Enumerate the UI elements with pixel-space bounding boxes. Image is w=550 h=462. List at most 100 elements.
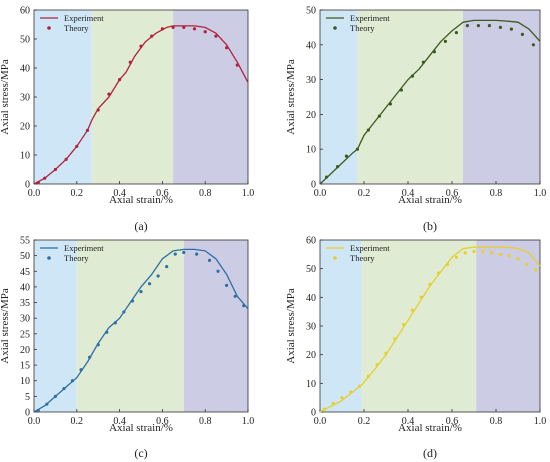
data-point-theory <box>182 250 186 255</box>
y-tick-label: 50 <box>306 6 316 17</box>
data-point-theory <box>75 144 79 148</box>
data-point-theory <box>64 157 68 161</box>
y-tick-label: 40 <box>20 64 30 75</box>
x-tick-label: 0.6 <box>156 188 169 199</box>
data-point-theory <box>344 154 348 158</box>
y-tick-label: 40 <box>306 293 316 304</box>
y-tick-label: 60 <box>20 6 30 17</box>
data-point-theory <box>498 25 502 29</box>
data-point-theory <box>107 92 111 96</box>
data-point-theory <box>507 254 511 258</box>
data-point-theory <box>118 78 122 82</box>
x-tick-label: 0.6 <box>446 416 459 427</box>
panel-label: (a) <box>134 219 147 233</box>
x-tick-label: 0.0 <box>314 416 327 427</box>
region-band <box>183 240 248 412</box>
x-tick-label: 0.2 <box>358 188 371 199</box>
data-point-theory <box>375 363 379 367</box>
data-point-theory <box>207 258 212 262</box>
data-point-theory <box>432 50 436 54</box>
data-point-theory <box>156 274 160 278</box>
y-tick-label: 0 <box>25 180 30 191</box>
x-tick-label: 0.4 <box>113 188 126 199</box>
x-tick-label: 1.0 <box>534 188 547 199</box>
series-line-experiment <box>33 25 249 185</box>
data-point-theory <box>454 31 458 35</box>
data-point-theory <box>96 343 100 347</box>
y-tick-label: 15 <box>20 361 30 372</box>
data-point-theory <box>79 368 83 372</box>
legend-label: Theory <box>64 253 89 263</box>
chart-panel: 0.0 0.2 0.4 0.6 0.8 1.0 0 5 10 15 20 25 30 35 40 45 50 55… <box>0 236 254 461</box>
data-point-theory <box>402 322 406 327</box>
data-point-theory <box>388 102 392 106</box>
x-tick-label: 1.0 <box>242 416 255 427</box>
x-tick-label: 0.2 <box>358 416 371 427</box>
data-point-theory <box>399 88 403 92</box>
region-band <box>476 240 540 412</box>
data-point-theory <box>214 34 218 38</box>
legend-label: Experiment <box>350 243 390 253</box>
x-axis-title: Axial strain/% <box>398 194 462 206</box>
y-tick-label: 20 <box>20 122 30 133</box>
data-point-theory <box>476 24 480 28</box>
y-tick-label: 50 <box>20 35 30 46</box>
data-point-theory <box>165 264 169 269</box>
y-tick-label: 30 <box>20 314 30 325</box>
y-tick-label: 30 <box>20 93 30 104</box>
data-point-theory <box>377 114 381 118</box>
y-tick-label: 50 <box>20 251 30 262</box>
data-point-theory <box>195 252 199 256</box>
data-point-theory <box>139 44 143 48</box>
x-axis-title: Axial strain/% <box>109 194 173 206</box>
region-band <box>361 240 477 412</box>
data-point-theory <box>53 394 58 398</box>
data-point-theory <box>130 299 135 303</box>
data-point-theory <box>173 252 177 256</box>
y-tick-label: 5 <box>25 392 30 403</box>
data-point-theory <box>96 108 100 112</box>
x-axis-title: Axial strain/% <box>109 422 173 434</box>
data-point-theory <box>340 396 344 400</box>
panel-label: (d) <box>423 446 437 460</box>
data-point-theory <box>322 407 326 411</box>
plot-frame <box>319 9 541 185</box>
x-tick-label: 0.6 <box>446 188 459 199</box>
data-point-theory <box>233 294 237 298</box>
data-point-theory <box>349 390 353 394</box>
y-tick-label: 0 <box>25 408 30 419</box>
x-tick-label: 0.4 <box>402 416 415 427</box>
data-point-theory <box>336 165 340 169</box>
region-band <box>91 10 174 184</box>
region-band <box>320 240 362 412</box>
legend-label: Theory <box>350 23 375 33</box>
series-line-experiment <box>33 248 249 413</box>
region-band <box>463 10 540 184</box>
y-tick-label: 25 <box>20 329 30 340</box>
y-axis-title: Axial stress/MPa <box>0 288 11 364</box>
data-point-theory <box>225 283 229 287</box>
y-tick-label: 10 <box>306 379 316 390</box>
y-tick-label: 10 <box>306 145 316 156</box>
data-point-theory <box>150 34 154 38</box>
y-tick-label: 20 <box>20 345 30 356</box>
x-tick-label: 0.2 <box>71 188 84 199</box>
data-point-theory <box>113 321 117 325</box>
legend-marker-swatch <box>47 26 51 30</box>
data-point-theory <box>216 269 220 273</box>
data-point-theory <box>463 251 467 255</box>
y-tick-label: 0 <box>311 408 316 419</box>
y-tick-label: 40 <box>20 282 30 293</box>
chart-panel: 0.0 0.2 0.4 0.6 0.8 1.0 0 10 20 30 40 50 Axial strai… <box>285 6 546 234</box>
y-tick-label: 50 <box>306 264 316 275</box>
legend-label: Theory <box>350 253 375 263</box>
y-axis-title: Axial stress/MPa <box>0 59 11 135</box>
data-point-theory <box>203 30 207 34</box>
data-point-theory <box>88 355 92 359</box>
legend-label: Experiment <box>64 13 104 23</box>
y-tick-label: 20 <box>306 110 316 121</box>
region-band <box>34 10 92 184</box>
data-point-theory <box>443 39 447 43</box>
x-axis-title: Axial strain/% <box>398 422 462 434</box>
data-point-theory <box>384 351 388 355</box>
